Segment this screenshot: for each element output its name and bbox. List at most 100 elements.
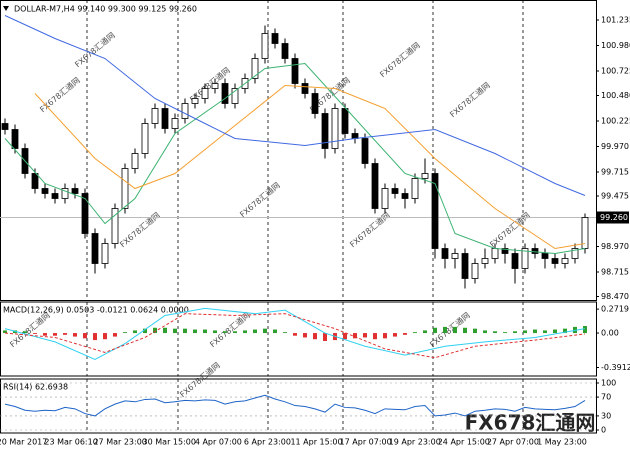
candle-body: [231, 88, 239, 104]
histogram-bar: [83, 333, 87, 339]
panel-title: RSI(14) 62.6938: [3, 383, 68, 392]
histogram-bar: [423, 330, 427, 334]
candle-body: [11, 129, 19, 149]
indicator-line: [4, 15, 586, 196]
y-tick-label: 98.715: [601, 268, 629, 277]
candle-body: [31, 173, 39, 189]
y-tick-label: 30: [601, 411, 611, 420]
histogram-bar: [523, 330, 527, 334]
histogram-bar: [583, 326, 587, 334]
candle-body: [221, 83, 229, 104]
price-tag: [597, 211, 629, 224]
y-tick-label: -0.3912: [601, 363, 630, 372]
histogram-bar: [373, 333, 377, 340]
x-tick-label: 27 Mar 23:00: [93, 438, 146, 447]
panel-border: [0, 378, 597, 434]
price-tag-label: 99.260: [600, 213, 628, 222]
histogram-bar: [103, 333, 107, 340]
histogram-bar: [543, 330, 547, 334]
histogram-bar: [383, 333, 387, 339]
histogram-bar: [323, 333, 327, 341]
x-tick-label: 19 Apr 23:00: [389, 438, 441, 447]
candle-body: [281, 43, 289, 59]
candle-body: [191, 98, 199, 104]
y-tick-label: 100.980: [601, 41, 630, 50]
candle-body: [461, 253, 469, 279]
candle-body: [331, 108, 339, 149]
candle-body: [541, 253, 549, 259]
candle-body: [51, 193, 59, 199]
panel-border: [0, 301, 597, 377]
y-tick-label: 101.235: [601, 16, 630, 25]
y-tick-label: 99.475: [601, 192, 629, 201]
y-tick-label: 99.970: [601, 142, 629, 151]
x-tick-label: 1 May 23:00: [537, 438, 587, 447]
histogram-bar: [493, 331, 497, 334]
candle-body: [491, 248, 499, 259]
candle-body: [141, 123, 149, 154]
candle-body: [551, 258, 559, 264]
indicator-line: [4, 62, 586, 255]
candle-body: [441, 248, 449, 259]
histogram-bar: [63, 333, 67, 335]
histogram-bar: [473, 328, 477, 334]
candle-body: [351, 133, 359, 139]
candle-body: [111, 208, 119, 244]
candle-body: [201, 88, 209, 99]
histogram-bar: [123, 332, 127, 334]
histogram-bar: [93, 333, 97, 341]
x-tick-label: 11 Apr 15:00: [290, 438, 342, 447]
candle-body: [411, 178, 419, 199]
histogram-bar: [313, 333, 317, 340]
y-tick-label: 0.2719: [601, 305, 629, 314]
candle-body: [71, 188, 79, 194]
histogram-bar: [43, 333, 47, 336]
histogram-bar: [53, 333, 57, 336]
candle-body: [451, 253, 459, 259]
histogram-bar: [153, 327, 157, 334]
histogram-bar: [283, 332, 287, 334]
histogram-bar: [243, 330, 247, 334]
histogram-bar: [533, 329, 537, 334]
y-tick-label: 0: [601, 426, 606, 435]
histogram-bar: [303, 333, 307, 338]
candle-body: [521, 248, 529, 269]
histogram-bar: [363, 333, 367, 338]
candle-body: [431, 173, 439, 249]
x-tick-label: 6 Apr 23:00: [244, 438, 291, 447]
candle-body: [61, 188, 69, 199]
candle-body: [1, 123, 9, 130]
candle-body: [501, 248, 509, 254]
candle-body: [291, 58, 299, 84]
histogram-bar: [483, 330, 487, 334]
candle-body: [401, 193, 409, 199]
candle-body: [311, 93, 319, 114]
histogram-bar: [443, 326, 447, 334]
x-tick-label: 27 Apr 07:00: [487, 438, 539, 447]
candle-body: [181, 103, 189, 119]
histogram-bar: [463, 327, 467, 334]
candle-body: [301, 83, 309, 94]
histogram-bar: [433, 327, 437, 334]
candle-body: [171, 118, 179, 129]
histogram-bar: [173, 328, 177, 334]
histogram-bar: [23, 331, 27, 334]
histogram-bar: [33, 333, 37, 334]
candle-body: [481, 258, 489, 264]
x-tick-label: 24 Apr 15:00: [438, 438, 490, 447]
candle-body: [121, 168, 129, 209]
candle-body: [101, 243, 109, 264]
y-tick-label: 98.470: [601, 292, 629, 301]
histogram-bar: [413, 332, 417, 334]
x-tick-label: 30 Mar 15:00: [143, 438, 196, 447]
candle-body: [151, 108, 159, 124]
candle-body: [261, 33, 269, 59]
x-tick-label: 20 Mar 2017: [0, 438, 47, 447]
histogram-bar: [393, 333, 397, 337]
y-tick-label: 100.225: [601, 117, 630, 126]
y-tick-label: 100: [601, 379, 616, 388]
y-tick-label: 0.00: [601, 329, 619, 338]
candle-body: [131, 153, 139, 169]
